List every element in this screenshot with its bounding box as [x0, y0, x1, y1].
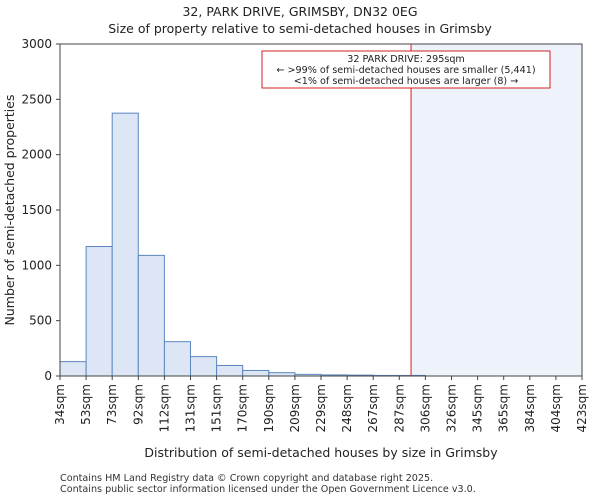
- footer-copyright: Contains HM Land Registry data © Crown c…: [60, 473, 434, 484]
- x-tick-label: 404sqm: [549, 384, 563, 432]
- histogram-bar: [242, 369, 270, 377]
- chart-subtitle: Size of property relative to semi-detach…: [108, 21, 492, 36]
- x-tick-label: 151sqm: [210, 384, 224, 432]
- y-tick-label: 2000: [21, 148, 52, 162]
- x-tick-label: 229sqm: [314, 384, 328, 432]
- x-tick-label: 92sqm: [131, 384, 145, 425]
- x-tick-label: 53sqm: [79, 384, 93, 425]
- y-tick-label: 1000: [21, 258, 52, 272]
- y-tick-label: 3000: [21, 37, 52, 51]
- annotation-line-3: <1% of semi-detached houses are larger (…: [294, 76, 519, 87]
- x-tick-label: 34sqm: [53, 384, 67, 425]
- highlight-region: [411, 44, 582, 376]
- histogram-bar: [59, 361, 87, 377]
- y-tick-label: 2500: [21, 92, 52, 106]
- x-tick-label: 131sqm: [184, 384, 198, 432]
- x-tick-label: 423sqm: [575, 384, 589, 432]
- histogram-bar: [216, 364, 244, 377]
- x-tick-label: 287sqm: [392, 384, 406, 432]
- annotation-line-1: 32 PARK DRIVE: 295sqm: [347, 54, 465, 65]
- y-axis-label: Number of semi-detached properties: [2, 95, 17, 326]
- x-tick-label: 248sqm: [340, 384, 354, 432]
- x-axis-label: Distribution of semi-detached houses by …: [144, 445, 498, 460]
- x-tick-label: 306sqm: [418, 384, 432, 432]
- y-tick-label: 0: [44, 369, 52, 383]
- histogram-bar: [111, 112, 139, 377]
- x-tick-label: 170sqm: [236, 384, 250, 432]
- x-tick-label: 365sqm: [497, 384, 511, 432]
- annotation-box: [261, 50, 551, 89]
- chart-title: 32, PARK DRIVE, GRIMSBY, DN32 0EG: [182, 4, 418, 19]
- histogram-chart: 0 500 1000 1500 2000 2500 3000 34sqm 53sqm 73sqm 9…: [2, 37, 589, 460]
- x-tick-label: 326sqm: [445, 384, 459, 432]
- x-tick-label: 267sqm: [366, 384, 380, 432]
- y-tick-label: 500: [29, 314, 52, 328]
- histogram-bar: [85, 246, 113, 377]
- x-tick-label: 209sqm: [288, 384, 302, 432]
- x-tick-label: 112sqm: [157, 384, 171, 432]
- histogram-bar: [137, 254, 165, 377]
- x-tick-label: 345sqm: [471, 384, 485, 432]
- x-tick-label: 384sqm: [523, 384, 537, 432]
- histogram-bar: [190, 356, 218, 377]
- x-tick-label: 73sqm: [105, 384, 119, 425]
- x-tick-label: 190sqm: [262, 384, 276, 432]
- y-tick-label: 1500: [21, 203, 52, 217]
- annotation-line-2: ← >99% of semi-detached houses are small…: [276, 65, 535, 76]
- footer-licence: Contains public sector information licen…: [60, 484, 476, 495]
- histogram-bar: [163, 341, 191, 377]
